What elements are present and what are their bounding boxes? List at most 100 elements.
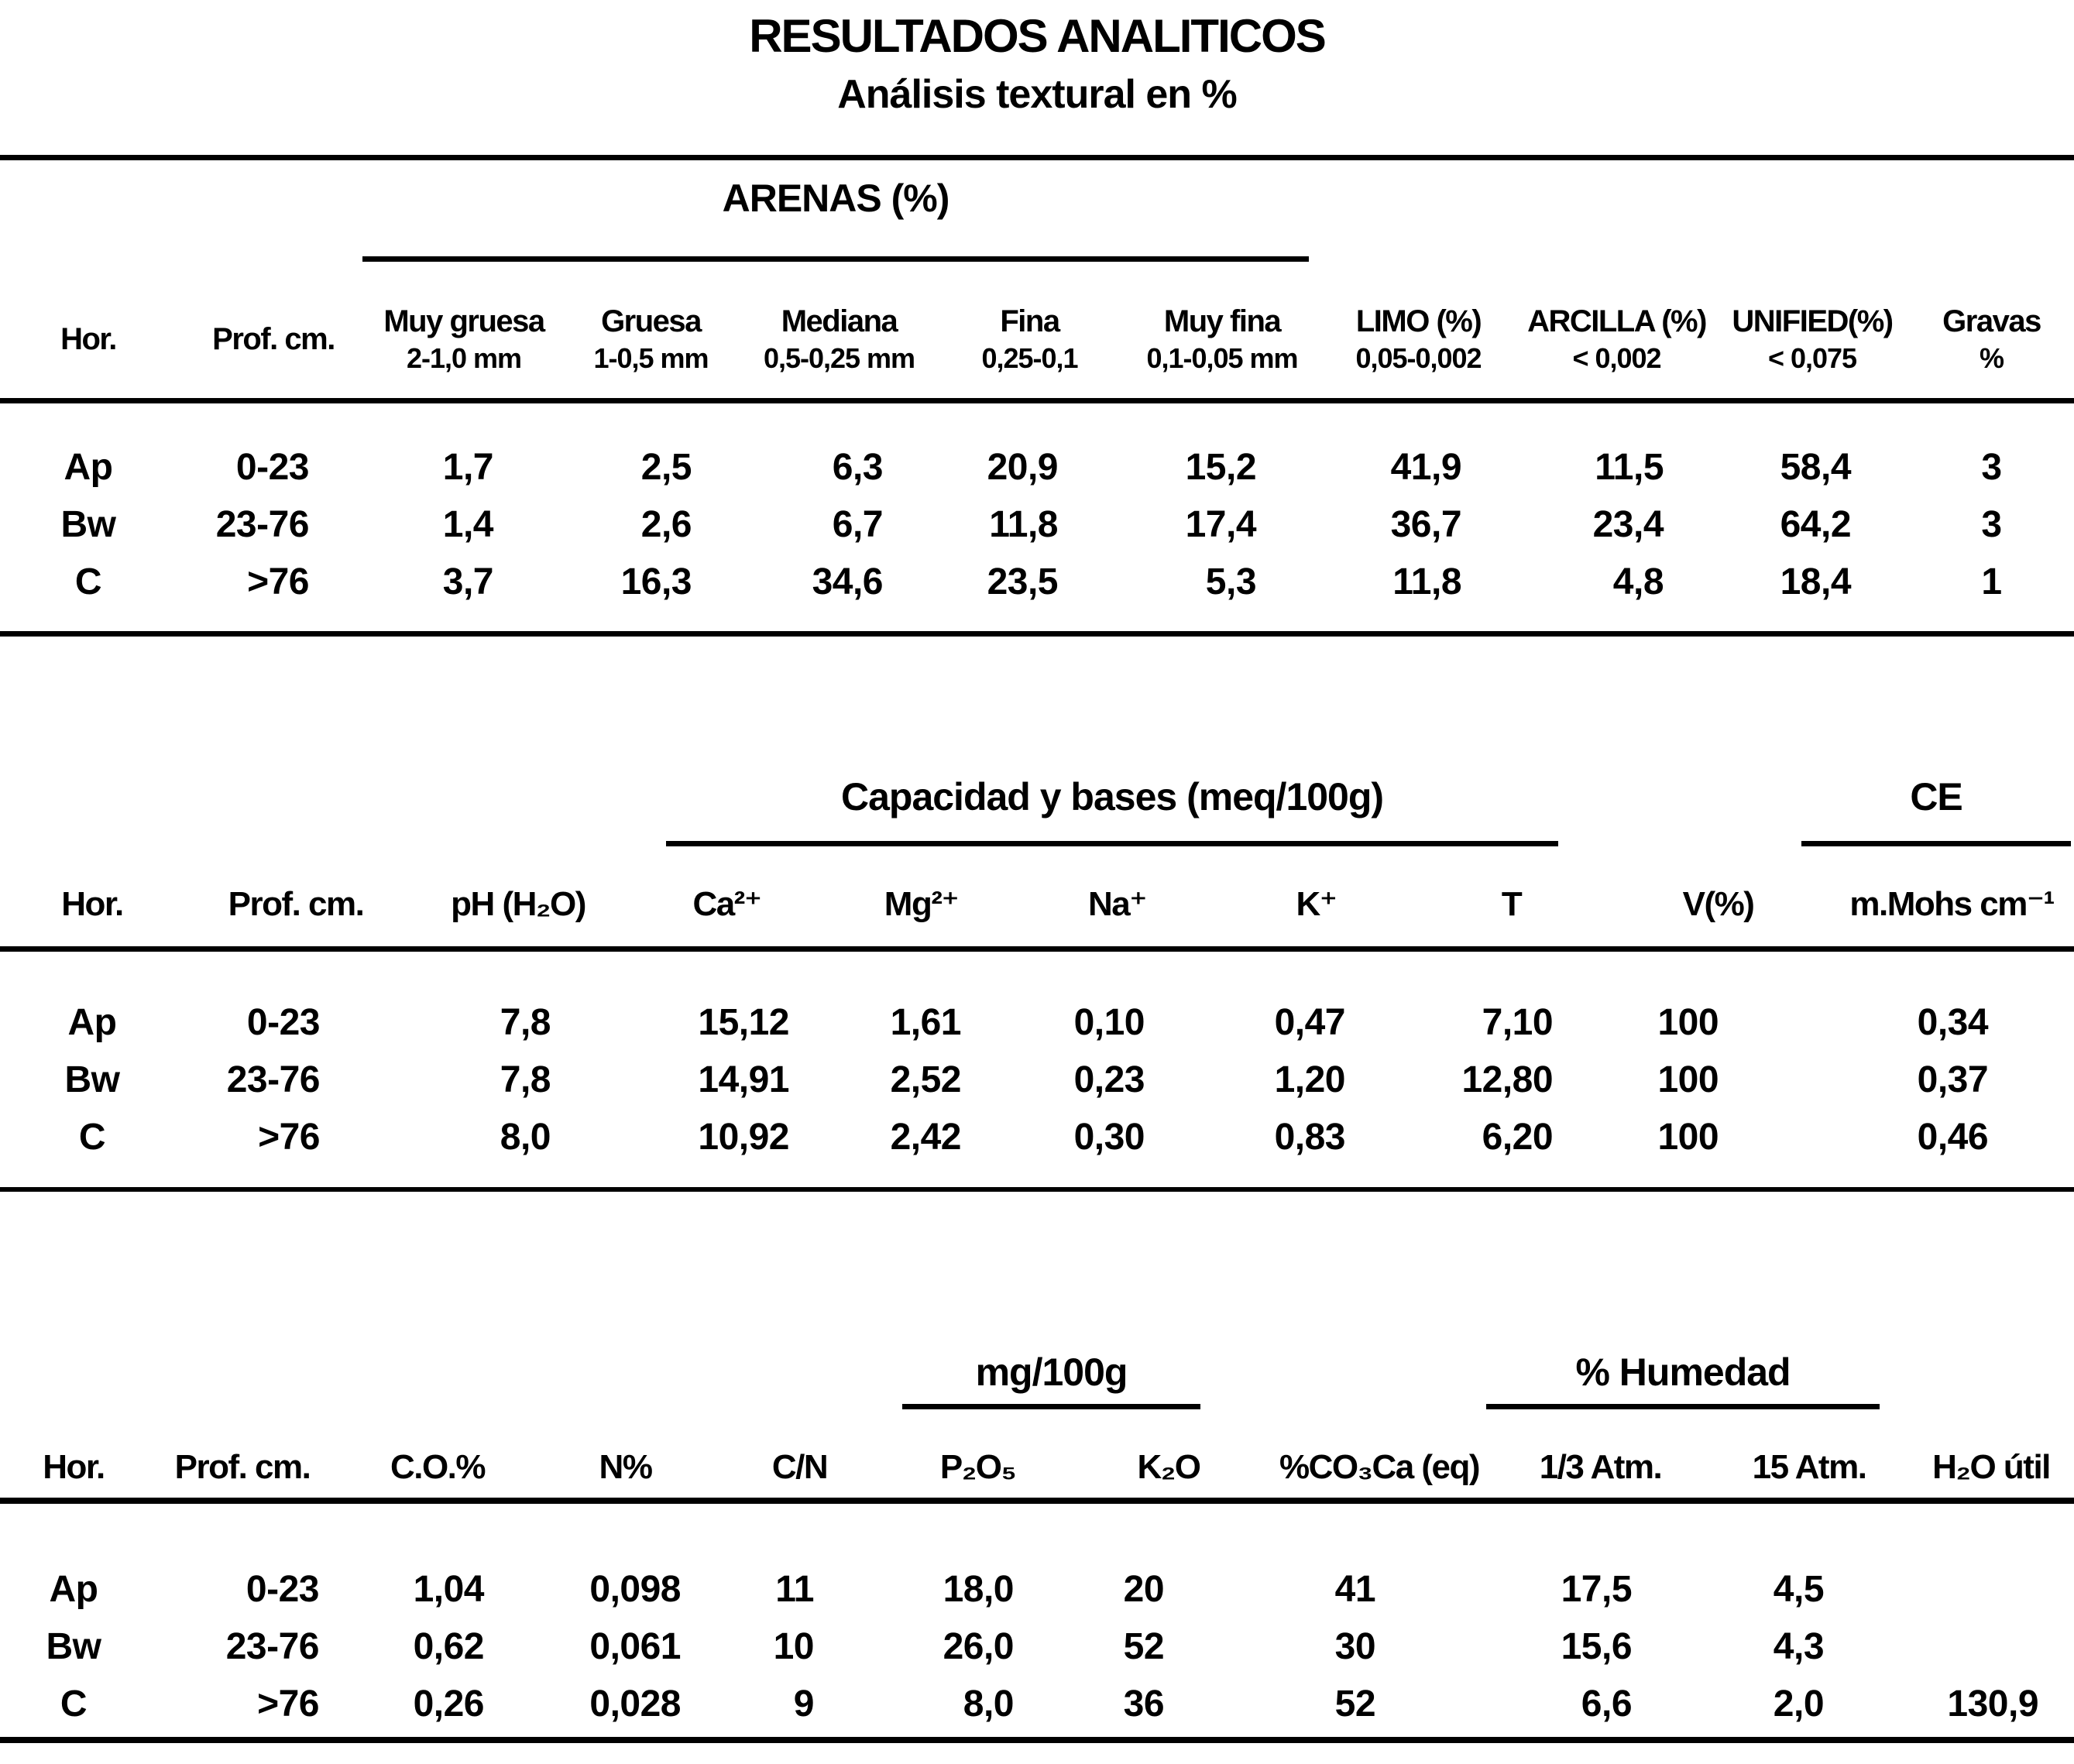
table-cell: 11,8 [989,504,1058,545]
table-cell: 6,20 [1482,1117,1554,1158]
col-header-mediana: Mediana 0,5-0,25 mm [744,262,934,403]
table-cell: 7,8 [500,1059,551,1100]
table-row: Ap 0-23 1,7 2,5 6,3 20,9 15,2 41,9 11,5 … [0,401,2074,490]
table-cell: 2,42 [890,1117,962,1158]
group-spacer [0,759,629,846]
table-cell: 0,23 [1073,1059,1145,1100]
table-cell: 130,9 [1947,1683,2039,1725]
table-cell: Ap [67,1002,117,1043]
table-row: Bw 23-76 7,8 14,91 2,52 0,23 1,20 12,80 … [0,1045,2074,1102]
column-header-row: Hor. Prof. cm. pH (H₂O) Ca²⁺ Mg²⁺ Na⁺ K⁺… [0,846,2074,952]
table-divider [0,631,2074,637]
group-spacer [1319,160,2074,262]
table-cell: Bw [64,1059,121,1100]
group-spacer [1268,1334,1491,1409]
group-header-mg100g: mg/100g [902,1350,1201,1409]
table-cell: 23-76 [226,1059,321,1100]
table-cell: 10,92 [698,1117,789,1158]
col-header-na: Na⁺ [1018,846,1217,952]
col-header-p2o5: P₂O₅ [886,1409,1070,1504]
table-cell: 18,4 [1780,561,1852,602]
table-cell: 41,9 [1390,447,1462,488]
table-cell: 23-76 [215,504,310,545]
col-header-mg: Mg²⁺ [825,846,1018,952]
table-cell: Ap [49,1569,98,1610]
page-title: RESULTADOS ANALITICOS [749,10,1327,62]
group-spacer [1607,759,1829,846]
col-header-v: V(%) [1607,846,1830,952]
col-header-unified: UNIFIED(%) < 0,075 [1715,262,1910,403]
col-header-one-third-atm: 1/3 Atm. [1491,1409,1711,1504]
col-header-fina: Fina 0,25-0,1 [934,262,1125,403]
table-cell: 23,5 [987,561,1059,602]
table-cell [1908,1611,2074,1669]
table-row: Ap 0-23 7,8 15,12 1,61 0,10 0,47 7,10 10… [0,949,2074,1045]
col-header-muy-gruesa: Muy gruesa 2-1,0 mm [370,262,558,403]
title-divider [0,155,2074,160]
table-cell: 0,47 [1274,1002,1346,1043]
table-cell: 6,3 [832,447,884,488]
table-cell: 1,7 [442,447,494,488]
table-cell: 0-23 [246,1002,321,1043]
table-cell: 0-23 [235,447,310,488]
table-cell: 2,6 [640,504,692,545]
col-header-ce-mohs: m.Mohs cm⁻¹ [1829,846,2074,952]
group-spacer [0,160,370,262]
table-cell: 1,20 [1274,1059,1346,1100]
col-header-co3ca: %CO₃Ca (eq) [1268,1409,1492,1504]
table-cell: Bw [46,1626,102,1667]
table-cell: 100 [1657,1059,1719,1100]
table-cell: >76 [258,1117,320,1158]
group-header-mg-cell: mg/100g [886,1334,1268,1409]
col-header-co: C.O.% [338,1409,537,1504]
table-cell: 0,37 [1917,1059,1989,1100]
table-cell: >76 [247,561,309,602]
table-row: C >76 0,26 0,028 9 8,0 36 52 6,6 2,0 130… [0,1669,2074,1726]
col-header-gravas: Gravas % [1909,262,2074,403]
col-header-prof: Prof. cm. [147,1409,338,1504]
col-header-h2o-util: H₂O útil [1908,1409,2074,1504]
col-header-prof: Prof. cm. [184,846,407,952]
table-cell: 0,83 [1274,1117,1346,1158]
col-header-t: T [1416,846,1608,952]
table-cell: 20,9 [987,447,1059,488]
table-row: Bw 23-76 0,62 0,061 10 26,0 52 30 15,6 4… [0,1611,2074,1669]
table-cell: 10 [773,1626,815,1667]
table-cell: 52 [1123,1626,1165,1667]
table-cell: 6,7 [832,504,884,545]
table-cell: 30 [1334,1626,1376,1667]
table-cell: 0,26 [413,1683,485,1725]
table-row: Bw 23-76 1,4 2,6 6,7 11,8 17,4 36,7 23,4… [0,489,2074,547]
table-cell: 0,061 [589,1626,681,1667]
table-cell: 41 [1334,1569,1376,1610]
table-cell: 20 [1123,1569,1165,1610]
table-cell: 8,0 [963,1683,1015,1725]
col-header-n: N% [537,1409,713,1504]
table-cell: C [78,1117,106,1158]
table-cell: 9 [793,1683,815,1725]
table-cell: 2,5 [640,447,692,488]
table-cell: 1,4 [442,504,494,545]
table-cell: 34,6 [812,561,884,602]
col-header-limo: LIMO (%) 0,05-0,002 [1319,262,1519,403]
group-header-capacidad-cell: Capacidad y bases (meq/100g) [629,759,1607,846]
table-cell: 14,91 [698,1059,789,1100]
table-divider [0,1737,2074,1743]
table-cell: 36 [1123,1683,1165,1725]
table-cell: 0-23 [246,1569,320,1610]
table-cell: 8,0 [500,1117,551,1158]
col-header-ca: Ca²⁺ [629,846,825,952]
table-cell: 2,0 [1773,1683,1825,1725]
table-cell: 0,028 [589,1683,681,1725]
table-cell: 3,7 [442,561,494,602]
table-cell: 4,3 [1773,1626,1825,1667]
capacity-bases-table: Capacidad y bases (meq/100g) CE Hor. Pro… [0,759,2074,1159]
table-cell: 23,4 [1592,504,1664,545]
table-cell: 64,2 [1780,504,1852,545]
table-cell: 7,8 [500,1002,551,1043]
table-cell: 0,098 [589,1569,681,1610]
table-cell: 6,6 [1581,1683,1633,1725]
table-cell: 1 [1981,561,2002,602]
table-cell: 11,5 [1595,447,1664,488]
col-header-k: K⁺ [1217,846,1416,952]
